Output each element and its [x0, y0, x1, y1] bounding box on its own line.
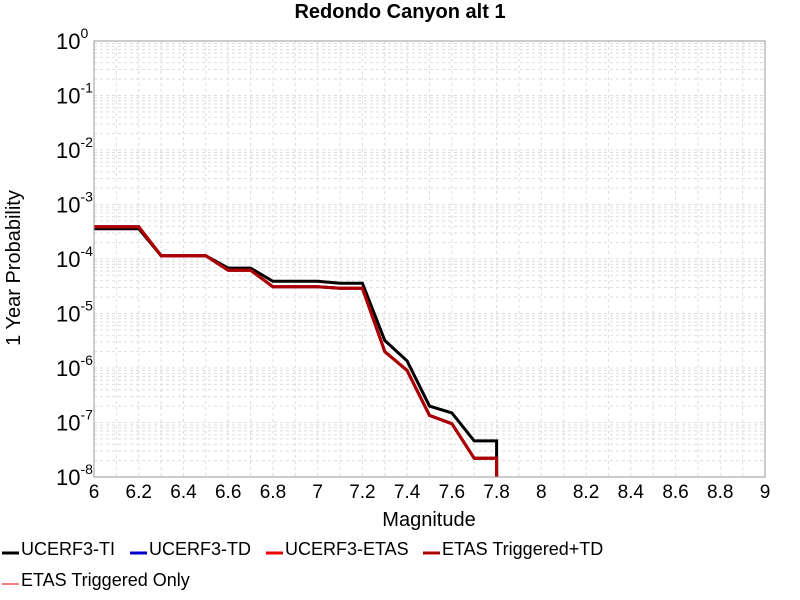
y-axis-label: 1 Year Probability	[3, 190, 25, 346]
legend-item: UCERF3-TI	[2, 539, 115, 559]
legend-label: UCERF3-ETAS	[285, 539, 409, 559]
legend-label: ETAS Triggered+TD	[442, 539, 603, 559]
x-axis-label: Magnitude	[382, 509, 475, 531]
x-tick-label: 8.4	[618, 482, 645, 503]
x-tick-label: 6	[89, 482, 100, 503]
x-tick-label: 6.2	[126, 482, 152, 503]
x-tick-label: 7.2	[349, 482, 375, 503]
x-tick-label: 8.8	[707, 482, 733, 503]
x-tick-label: 8.6	[662, 482, 688, 503]
x-tick-label: 7	[312, 482, 323, 503]
series-layer	[94, 225, 499, 477]
legend-label: ETAS Triggered Only	[21, 570, 190, 590]
legend-item: UCERF3-TD	[130, 539, 251, 559]
x-tick-label: 6.4	[170, 482, 197, 503]
legend-label: UCERF3-TD	[149, 539, 251, 559]
chart-title: Redondo Canyon alt 1	[294, 1, 505, 23]
y-tick-label: 10-5	[56, 298, 93, 327]
y-tick-label: 10-8	[56, 461, 93, 490]
y-tick-label: 10-6	[56, 352, 93, 381]
y-tick-label: 100	[56, 25, 88, 54]
grid-lines	[94, 41, 766, 477]
x-tick-label: 6.6	[215, 482, 241, 503]
x-tick-label: 7.4	[394, 482, 421, 503]
legend: UCERF3-TI UCERF3-TD UCERF3-ETAS ETAS Trigge…	[2, 539, 603, 590]
legend-item: ETAS Triggered Only	[2, 570, 190, 590]
legend-item: ETAS Triggered+TD	[423, 539, 603, 559]
x-tick-label: 8.2	[573, 482, 599, 503]
legend-label: UCERF3-TI	[21, 539, 115, 559]
series-line-etas-triggered-td	[94, 225, 499, 477]
x-tick-label: 7.8	[483, 482, 509, 503]
y-tick-label: 10-2	[56, 134, 93, 163]
plot-frame	[93, 40, 766, 478]
x-tick-label: 9	[760, 482, 771, 503]
x-tick-label: 8	[536, 482, 547, 503]
y-tick-label: 10-3	[56, 189, 93, 218]
x-tick-label: 6.8	[260, 482, 286, 503]
y-tick-label: 10-4	[56, 243, 93, 272]
x-tick-label: 7.6	[439, 482, 465, 503]
x-tick-labels: 6 6.2 6.4 6.6 6.8 7 7.2 7.4 7.6 7.8 8 8.2 8.4 8.6 8.8 9	[89, 482, 771, 503]
y-tick-label: 10-7	[56, 407, 93, 436]
y-tick-labels: 10-8 10-7 10-6 10-5 10-4 10-3 10-2 10-1 100	[56, 25, 93, 490]
y-tick-label: 10-1	[56, 80, 93, 109]
legend-item: UCERF3-ETAS	[266, 539, 409, 559]
